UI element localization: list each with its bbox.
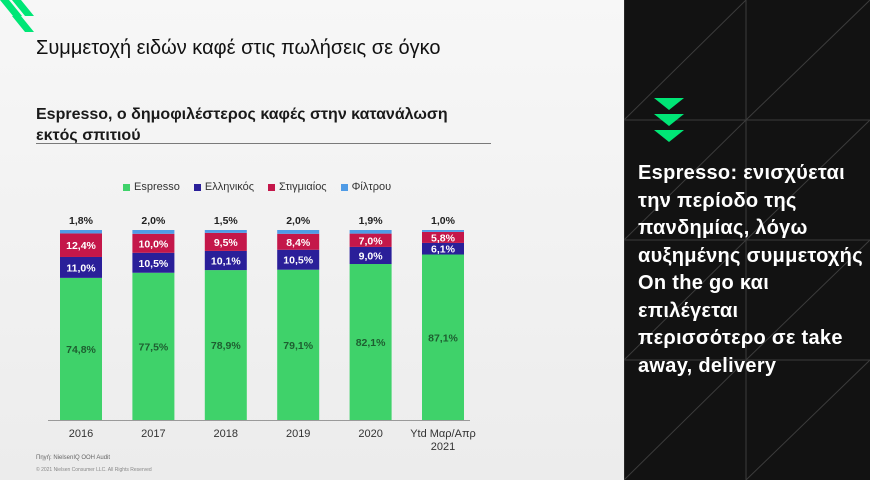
data-label: 87,1% [428,332,458,344]
category-label: 2021 [431,441,455,453]
data-label: 82,1% [356,337,386,349]
bar-segment [204,230,247,233]
bar-segment [422,254,464,420]
copyright-note: © 2021 Nielsen Consumer LLC. All Rights … [36,467,152,473]
data-label: 10,5% [283,255,313,267]
bar-segment [204,250,247,271]
data-label: 11,0% [66,262,96,274]
data-label: 78,9% [211,340,241,352]
legend-item: Στιγμιαίος [268,181,327,193]
bar-segment [60,277,102,420]
source-note: Πηγή: NielsenIQ OOH Audit [36,455,111,461]
legend-item: Ελληνικός [193,181,255,193]
data-label: 2,0% [141,215,166,227]
bar-segment [204,232,247,251]
side-panel-text: Espresso: ενισχύεται την περίοδο της παν… [638,162,863,377]
bar-segment [349,233,392,247]
data-label: 77,5% [139,341,169,353]
category-label: 2020 [358,428,382,440]
stacked-bar-chart: 74,8% 11,0% 12,4% 1,8% 2016 77,5% 10,5% 10,0% 2,… [48,215,476,453]
legend-swatch [123,183,130,191]
data-label: 79,1% [283,340,313,352]
bar-segment [277,230,320,234]
bar-segment [349,264,392,420]
bar-segment [422,242,464,255]
bar-segment [422,230,464,232]
data-label: 5,8% [431,232,456,244]
side-panel: Espresso: ενισχύεται την περίοδο της παν… [624,0,870,480]
panel-grid-pattern [624,0,870,480]
bar-segment [132,230,175,234]
slide-title: Συμμετοχή ειδών καφέ στις πωλήσεις σε όγ… [36,37,441,59]
data-label: 2,0% [286,215,311,227]
chart-legend: Espresso Ελληνικός Στιγμιαίος Φίλτρου [123,181,391,193]
bar-segment [60,233,102,257]
category-label: 2019 [286,428,310,440]
bar-segment [132,252,175,273]
brand-logo [0,0,34,32]
legend-swatch [193,183,201,191]
data-label: 6,1% [431,244,456,256]
bar-segment [132,233,175,253]
bar-segment [60,256,102,278]
data-label: 10,0% [139,238,169,250]
data-label: 10,1% [211,255,241,267]
category-label: 2017 [141,428,165,440]
bar-segment [132,272,175,420]
legend-item: Espresso [123,181,180,193]
legend-swatch [268,183,276,191]
bar-segment [349,230,392,234]
data-label: 10,5% [139,258,169,270]
data-label: 7,0% [359,235,384,247]
data-label: 9,0% [359,250,384,262]
legend-label: Ελληνικός [204,181,255,193]
legend-item: Φίλτρου [340,181,392,193]
bar-segment [277,249,320,270]
legend-label: Espresso [134,181,180,193]
data-label: 12,4% [66,240,96,252]
category-label: 2018 [214,428,238,440]
data-label: 8,4% [286,237,311,249]
legend-label: Στιγμιαίος [279,181,327,193]
data-label: 1,5% [214,215,239,227]
bar-segment [349,246,392,265]
data-label: 1,8% [69,215,94,227]
data-label: 9,5% [214,237,239,249]
legend-label: Φίλτρου [351,181,392,193]
subtitle-divider [36,143,491,144]
legend-swatch [340,183,348,191]
bar-segment [422,231,464,243]
data-label: 1,9% [359,215,384,227]
bar-segment [60,230,102,234]
bar-segment [277,269,320,420]
bar-segment [204,270,247,420]
category-label: 2016 [69,428,93,440]
slide-content: Συμμετοχή ειδών καφέ στις πωλήσεις σε όγ… [0,0,624,480]
data-label: 74,8% [66,344,96,356]
bar-segment [277,233,320,250]
chevron-down-icon [654,98,684,142]
chart-subtitle: Espresso, ο δημοφιλέστερος καφές στην κα… [36,106,448,144]
data-label: 1,0% [431,215,456,227]
category-label: Ytd Μαρ/Απρ [410,428,476,440]
